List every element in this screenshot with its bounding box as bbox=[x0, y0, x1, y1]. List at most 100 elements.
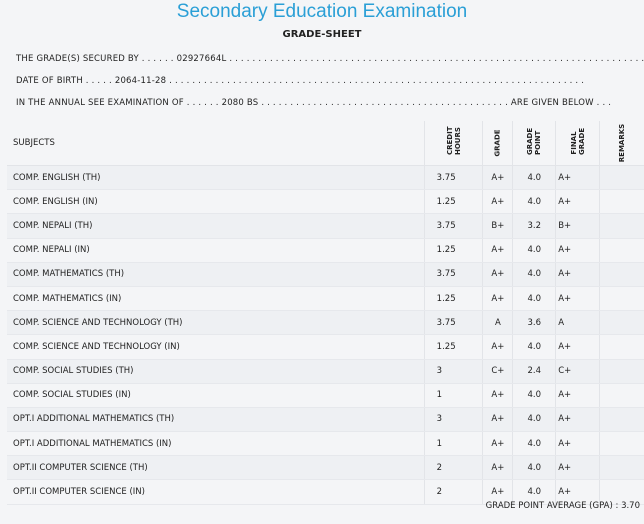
subject-cell: COMP. ENGLISH (IN) bbox=[7, 189, 425, 215]
remarks-cell bbox=[599, 189, 644, 215]
subject-cell: COMP. MATHEMATICS (TH) bbox=[7, 262, 425, 287]
remarks-cell bbox=[599, 262, 644, 287]
subject-cell: COMP. ENGLISH (TH) bbox=[7, 165, 425, 191]
grade-cell: A+ bbox=[482, 431, 513, 457]
remarks-cell bbox=[599, 213, 644, 239]
header-credit-hours: CREDIT HOURS bbox=[423, 121, 483, 166]
remarks-cell bbox=[599, 407, 644, 433]
grade-point-cell: 4.0 bbox=[512, 165, 556, 191]
credit-hours-cell: 3.75 bbox=[423, 310, 483, 336]
final-grade-cell: C+ bbox=[555, 359, 600, 384]
grade-cell: A bbox=[482, 310, 513, 336]
grade-point-cell: 3.6 bbox=[512, 310, 556, 336]
credit-hours-cell: 3 bbox=[423, 407, 483, 433]
credit-hours-cell: 1.25 bbox=[423, 286, 483, 312]
grade-point-cell: 4.0 bbox=[512, 238, 556, 263]
grade-point-cell: 4.0 bbox=[512, 286, 556, 312]
final-grade-cell: A+ bbox=[555, 334, 600, 360]
credit-hours-cell: 1 bbox=[423, 383, 483, 408]
grade-point-cell: 4.0 bbox=[512, 262, 556, 287]
table-row: COMP. NEPALI (IN) 1.25 A+ 4.0 A+ bbox=[7, 238, 644, 263]
subject-cell: OPT.II COMPUTER SCIENCE (TH) bbox=[7, 455, 425, 481]
table-row: OPT.II COMPUTER SCIENCE (IN) 2 A+ 4.0 A+ bbox=[7, 479, 644, 505]
table-row: COMP. SOCIAL STUDIES (IN) 1 A+ 4.0 A+ bbox=[7, 383, 644, 408]
exam-dots: . . . . . . . . . . . . . . . . . . . . … bbox=[261, 98, 612, 108]
grade-cell: A+ bbox=[482, 383, 513, 408]
grade-cell: A+ bbox=[482, 286, 513, 312]
remarks-cell bbox=[599, 310, 644, 336]
remarks-cell bbox=[599, 431, 644, 457]
header-final-grade: FINAL GRADE bbox=[555, 121, 600, 166]
subject-cell: COMP. SOCIAL STUDIES (IN) bbox=[7, 383, 425, 408]
grade-cell: C+ bbox=[482, 359, 513, 384]
remarks-cell bbox=[599, 455, 644, 481]
grade-cell: A+ bbox=[482, 238, 513, 263]
dob-line: DATE OF BIRTH . . . . . 2064-11-28 . . .… bbox=[16, 76, 584, 86]
final-grade-cell: A+ bbox=[555, 189, 600, 215]
grade-cell: A+ bbox=[482, 407, 513, 433]
credit-hours-cell: 1.25 bbox=[423, 238, 483, 263]
grade-point-cell: 4.0 bbox=[512, 455, 556, 481]
table-row: COMP. ENGLISH (TH) 3.75 A+ 4.0 A+ bbox=[7, 165, 644, 191]
table-row: OPT.I ADDITIONAL MATHEMATICS (IN) 1 A+ 4.0 A… bbox=[7, 431, 644, 457]
table-row: COMP. NEPALI (TH) 3.75 B+ 3.2 B+ bbox=[7, 213, 644, 239]
final-grade-cell: A+ bbox=[555, 165, 600, 191]
remarks-cell bbox=[599, 238, 644, 263]
grade-table: SUBJECTS CREDIT HOURS GRADE GRADE POINT … bbox=[7, 121, 644, 505]
final-grade-cell: A+ bbox=[555, 455, 600, 481]
subject-cell: COMP. MATHEMATICS (IN) bbox=[7, 286, 425, 312]
credit-hours-cell: 3.75 bbox=[423, 213, 483, 239]
table-row: COMP. SCIENCE AND TECHNOLOGY (TH) 3.75 A 3.… bbox=[7, 310, 644, 336]
credit-hours-cell: 3.75 bbox=[423, 262, 483, 287]
credit-hours-cell: 1 bbox=[423, 431, 483, 457]
dob-label: DATE OF BIRTH . . . . . bbox=[16, 76, 112, 86]
table-row: OPT.II COMPUTER SCIENCE (TH) 2 A+ 4.0 A+ bbox=[7, 455, 644, 481]
grade-cell: A+ bbox=[482, 262, 513, 287]
grade-point-cell: 4.0 bbox=[512, 479, 556, 505]
grade-cell: B+ bbox=[482, 213, 513, 239]
grade-cell: A+ bbox=[482, 479, 513, 505]
exam-year: 2080 BS bbox=[221, 98, 259, 108]
final-grade-cell: A+ bbox=[555, 383, 600, 408]
final-grade-cell: A+ bbox=[555, 431, 600, 457]
table-row: COMP. ENGLISH (IN) 1.25 A+ 4.0 A+ bbox=[7, 189, 644, 215]
final-grade-cell: A+ bbox=[555, 286, 600, 312]
final-grade-cell: A bbox=[555, 310, 600, 336]
subject-cell: COMP. NEPALI (IN) bbox=[7, 238, 425, 263]
table-header-row: SUBJECTS CREDIT HOURS GRADE GRADE POINT … bbox=[7, 121, 644, 166]
header-subjects: SUBJECTS bbox=[7, 121, 425, 166]
grade-secured-dots: . . . . . . . . . . . . . . . . . . . . … bbox=[229, 54, 644, 64]
credit-hours-cell: 3.75 bbox=[423, 165, 483, 191]
credit-hours-cell: 2 bbox=[423, 479, 483, 505]
remarks-cell bbox=[599, 286, 644, 312]
subject-cell: OPT.I ADDITIONAL MATHEMATICS (IN) bbox=[7, 431, 425, 457]
subject-cell: COMP. SCIENCE AND TECHNOLOGY (TH) bbox=[7, 310, 425, 336]
final-grade-cell: A+ bbox=[555, 238, 600, 263]
final-grade-cell: A+ bbox=[555, 479, 600, 505]
credit-hours-cell: 2 bbox=[423, 455, 483, 481]
gpa-value: 3.70 bbox=[621, 501, 640, 511]
grade-cell: A+ bbox=[482, 334, 513, 360]
credit-hours-cell: 1.25 bbox=[423, 334, 483, 360]
grade-point-cell: 4.0 bbox=[512, 407, 556, 433]
remarks-cell bbox=[599, 383, 644, 408]
grade-point-cell: 4.0 bbox=[512, 383, 556, 408]
header-remarks: REMARKS bbox=[599, 121, 644, 166]
symbol-number: 02927664L bbox=[176, 54, 227, 64]
final-grade-cell: B+ bbox=[555, 213, 600, 239]
table-row: COMP. MATHEMATICS (TH) 3.75 A+ 4.0 A+ bbox=[7, 262, 644, 287]
grade-secured-line: THE GRADE(S) SECURED BY . . . . . . 0292… bbox=[16, 54, 644, 64]
remarks-cell bbox=[599, 334, 644, 360]
table-row: COMP. SOCIAL STUDIES (TH) 3 C+ 2.4 C+ bbox=[7, 359, 644, 384]
final-grade-cell: A+ bbox=[555, 407, 600, 433]
table-row: OPT.I ADDITIONAL MATHEMATICS (TH) 3 A+ 4.0 A… bbox=[7, 407, 644, 433]
remarks-cell bbox=[599, 479, 644, 505]
subject-cell: OPT.II COMPUTER SCIENCE (IN) bbox=[7, 479, 425, 505]
grade-secured-label: THE GRADE(S) SECURED BY . . . . . . bbox=[16, 54, 174, 64]
grade-point-cell: 4.0 bbox=[512, 334, 556, 360]
final-grade-cell: A+ bbox=[555, 262, 600, 287]
credit-hours-cell: 3 bbox=[423, 359, 483, 384]
subject-cell: COMP. SOCIAL STUDIES (TH) bbox=[7, 359, 425, 384]
grade-point-cell: 3.2 bbox=[512, 213, 556, 239]
remarks-cell bbox=[599, 165, 644, 191]
